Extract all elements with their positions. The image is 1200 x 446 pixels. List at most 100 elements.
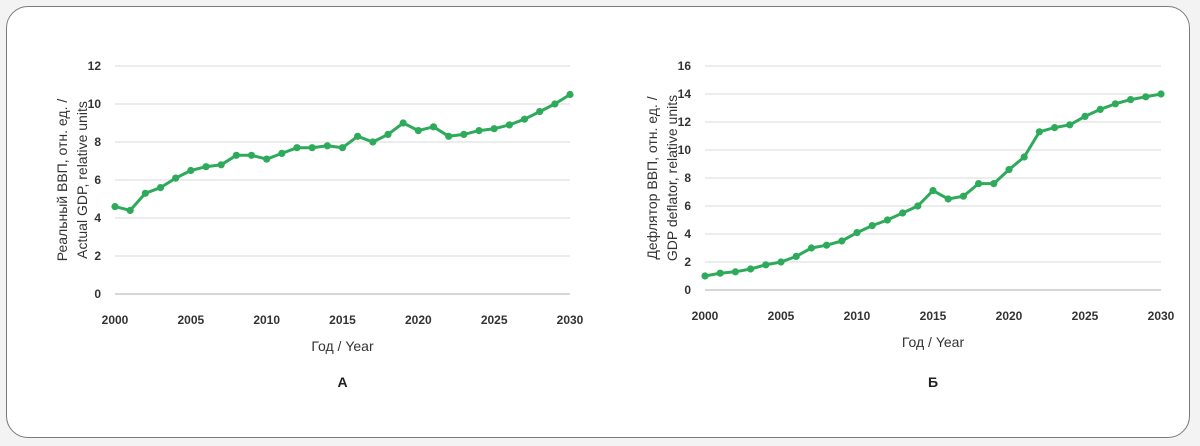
series-line bbox=[703, 92, 1163, 278]
data-point bbox=[762, 261, 770, 269]
y-tick-label: 4 bbox=[94, 211, 101, 225]
data-point bbox=[156, 184, 165, 192]
data-point bbox=[278, 149, 286, 157]
y-tick-label: 4 bbox=[684, 227, 691, 241]
panel-label: А bbox=[337, 374, 347, 390]
data-point bbox=[944, 195, 952, 203]
y-tick-label: 2 bbox=[94, 249, 101, 263]
data-point bbox=[232, 151, 240, 159]
data-point bbox=[823, 241, 831, 249]
data-point bbox=[217, 161, 225, 169]
data-point bbox=[247, 151, 256, 159]
data-point bbox=[853, 229, 861, 237]
y-axis-title-line: Дефлятор ВВП, отн. ед. / bbox=[644, 96, 660, 259]
data-point bbox=[445, 132, 453, 140]
data-point bbox=[1020, 153, 1028, 161]
y-tick-label: 2 bbox=[684, 255, 691, 269]
data-point bbox=[566, 90, 574, 99]
y-tick-label: 16 bbox=[678, 59, 692, 73]
data-point bbox=[323, 142, 331, 150]
data-point bbox=[777, 258, 785, 266]
y-tick-label: 12 bbox=[88, 59, 102, 73]
x-tick-label: 2010 bbox=[844, 309, 871, 323]
data-point bbox=[1157, 90, 1165, 98]
data-point bbox=[520, 115, 529, 123]
y-tick-label: 6 bbox=[684, 199, 691, 213]
data-point bbox=[429, 123, 438, 131]
data-point bbox=[1035, 128, 1043, 136]
data-point bbox=[293, 144, 301, 152]
x-tick-label: 2015 bbox=[329, 313, 356, 327]
x-tick-label: 2025 bbox=[1072, 309, 1099, 323]
data-point bbox=[868, 222, 876, 230]
data-point bbox=[747, 265, 755, 273]
x-tick-label: 2000 bbox=[102, 313, 129, 327]
data-point bbox=[807, 244, 815, 252]
x-axis-title: Год / Year bbox=[902, 334, 965, 350]
data-point bbox=[384, 130, 392, 138]
data-point bbox=[460, 130, 468, 138]
data-point bbox=[354, 132, 362, 140]
x-tick-label: 2015 bbox=[920, 309, 947, 323]
data-point bbox=[959, 192, 967, 200]
x-tick-label: 2025 bbox=[481, 313, 508, 327]
data-point bbox=[308, 144, 316, 152]
y-tick-label: 6 bbox=[94, 173, 101, 187]
data-point bbox=[1096, 105, 1104, 113]
x-tick-label: 2030 bbox=[1148, 309, 1175, 323]
data-point bbox=[1005, 166, 1013, 174]
data-point bbox=[126, 206, 134, 214]
data-point bbox=[369, 138, 377, 146]
y-tick-label: 0 bbox=[684, 283, 691, 297]
data-point bbox=[338, 144, 347, 152]
data-point bbox=[1081, 112, 1089, 120]
y-tick-label: 10 bbox=[88, 97, 102, 111]
series-line bbox=[113, 93, 572, 212]
x-tick-label: 2000 bbox=[692, 309, 719, 323]
y-tick-label: 14 bbox=[678, 87, 692, 101]
data-point bbox=[536, 108, 544, 116]
data-point bbox=[914, 202, 922, 210]
x-tick-label: 2010 bbox=[253, 313, 280, 327]
data-point bbox=[141, 189, 149, 197]
data-point bbox=[187, 166, 195, 175]
y-tick-label: 0 bbox=[94, 287, 101, 301]
data-point bbox=[1127, 96, 1135, 104]
x-tick-label: 2020 bbox=[405, 313, 432, 327]
data-point bbox=[475, 127, 483, 135]
y-tick-label: 10 bbox=[678, 143, 692, 157]
chart-gdp-deflator: 0 2 4 6 8 10 12 14 16 2000 2005 2010 2015 2020 2025 203… bbox=[644, 59, 1175, 390]
x-tick-label: 2030 bbox=[557, 313, 584, 327]
data-point bbox=[838, 237, 846, 245]
data-point bbox=[883, 216, 891, 224]
y-tick-label: 8 bbox=[684, 171, 691, 185]
data-point bbox=[975, 180, 983, 188]
data-point bbox=[990, 180, 998, 188]
y-tick-label: 8 bbox=[94, 135, 101, 149]
data-point bbox=[1111, 100, 1119, 108]
figure-frame bbox=[6, 6, 1190, 438]
x-tick-label: 2020 bbox=[996, 309, 1023, 323]
data-point bbox=[490, 125, 498, 133]
data-point bbox=[929, 187, 937, 195]
data-point bbox=[1066, 121, 1074, 129]
data-point bbox=[716, 269, 724, 277]
data-point bbox=[701, 272, 709, 280]
data-point bbox=[172, 174, 180, 182]
data-point bbox=[111, 203, 119, 211]
x-tick-label: 2005 bbox=[177, 313, 204, 327]
data-point bbox=[202, 163, 210, 171]
data-point bbox=[505, 121, 513, 129]
data-point bbox=[551, 100, 559, 108]
data-point bbox=[899, 209, 907, 217]
data-point bbox=[792, 252, 800, 260]
data-point bbox=[1142, 93, 1150, 101]
data-point bbox=[1051, 124, 1059, 132]
data-point bbox=[414, 127, 422, 135]
x-tick-label: 2005 bbox=[768, 309, 795, 323]
data-point bbox=[263, 155, 271, 163]
panel-label: Б bbox=[928, 374, 938, 390]
data-point bbox=[731, 268, 739, 276]
x-axis-title: Год / Year bbox=[311, 338, 374, 354]
data-point bbox=[399, 119, 407, 127]
